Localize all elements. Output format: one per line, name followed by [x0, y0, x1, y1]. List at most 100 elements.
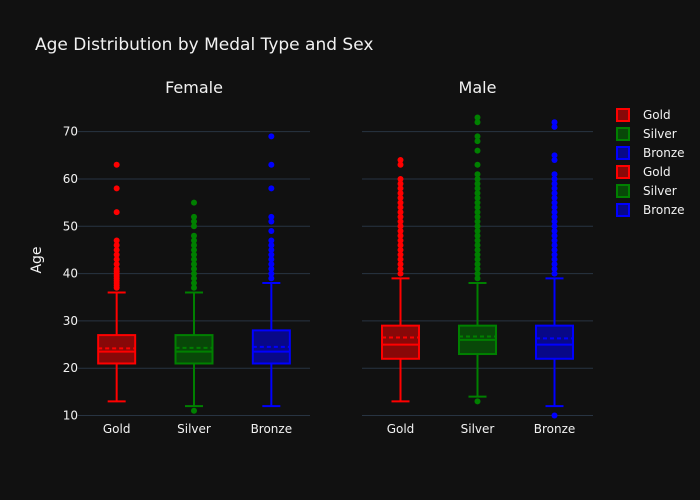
- y-tick-label: 10: [63, 409, 78, 423]
- outlier-point: [397, 209, 404, 216]
- outlier-point: [551, 412, 558, 419]
- legend-item-silver[interactable]: Silver: [616, 184, 677, 198]
- outlier-point: [551, 213, 558, 220]
- outlier-point: [551, 152, 558, 159]
- outlier-point: [551, 185, 558, 192]
- outlier-point: [268, 228, 275, 235]
- outlier-point: [551, 199, 558, 206]
- legend-swatch: [616, 165, 630, 179]
- outlier-point: [474, 114, 481, 121]
- outlier-point: [268, 265, 275, 272]
- legend-swatch: [616, 203, 630, 217]
- legend-item-bronze[interactable]: Bronze: [616, 203, 685, 217]
- outlier-point: [474, 251, 481, 258]
- outlier-point: [113, 242, 120, 249]
- legend-label: Gold: [643, 165, 671, 179]
- panel-title: Male: [459, 78, 497, 97]
- outlier-point: [113, 246, 120, 253]
- outlier-point: [551, 261, 558, 268]
- y-axis-label: Age: [29, 246, 45, 273]
- y-tick-label: 70: [63, 125, 78, 139]
- legend-label: Silver: [643, 127, 677, 141]
- outlier-point: [191, 213, 197, 220]
- outlier-point: [474, 275, 481, 282]
- box-bronze: [535, 119, 574, 419]
- outlier-point: [551, 157, 558, 164]
- outlier-point: [551, 180, 558, 187]
- outlier-point: [268, 270, 275, 277]
- outlier-point: [191, 275, 197, 282]
- outlier-point: [474, 133, 481, 140]
- box-silver: [458, 114, 497, 405]
- outlier-point: [397, 218, 404, 225]
- outlier-point: [397, 194, 404, 201]
- outlier-point: [397, 232, 404, 239]
- legend-swatch: [616, 108, 630, 122]
- outlier-point: [551, 223, 558, 230]
- x-tick-label: Silver: [461, 422, 495, 436]
- outlier-point: [551, 194, 558, 201]
- outlier-point: [551, 119, 558, 126]
- panel-male: Male Gold Silver Bronze: [362, 78, 593, 436]
- outlier-point: [113, 161, 120, 168]
- outlier-point: [474, 175, 481, 182]
- outlier-point: [191, 284, 197, 291]
- outlier-point: [474, 180, 481, 187]
- outlier-point: [551, 175, 558, 182]
- outlier-point: [397, 157, 404, 164]
- outlier-point: [551, 270, 558, 277]
- outlier-point: [268, 256, 275, 263]
- outlier-point: [268, 251, 275, 258]
- outlier-point: [551, 265, 558, 272]
- box-gold: [381, 157, 420, 403]
- outlier-point: [397, 204, 404, 211]
- outlier-point: [397, 180, 404, 187]
- outlier-point: [268, 213, 275, 220]
- legend-label: Bronze: [643, 146, 685, 160]
- outlier-point: [191, 407, 197, 414]
- legend-item-silver[interactable]: Silver: [616, 127, 677, 141]
- outlier-point: [113, 209, 120, 216]
- legend-swatch: [616, 127, 630, 141]
- outlier-point: [191, 246, 197, 253]
- outlier-point: [551, 232, 558, 239]
- legend-item-bronze[interactable]: Bronze: [616, 146, 685, 160]
- outlier-point: [191, 218, 197, 225]
- outlier-point: [268, 218, 275, 225]
- legend-item-gold[interactable]: Gold: [616, 108, 671, 122]
- legend-item-gold[interactable]: Gold: [616, 165, 671, 179]
- legend: Gold Silver Bronze Gold Silver Bronze: [616, 108, 685, 217]
- outlier-point: [474, 171, 481, 178]
- outlier-point: [268, 185, 275, 192]
- outlier-point: [551, 190, 558, 197]
- outlier-point: [474, 398, 481, 405]
- outlier-point: [474, 199, 481, 206]
- outlier-point: [474, 147, 481, 154]
- panel-female: 10 20 30 40 50 60 70 Female Gold Silver Bronze: [63, 78, 310, 436]
- iqr-box: [535, 324, 574, 360]
- outlier-point: [397, 265, 404, 272]
- y-tick-label: 20: [63, 361, 78, 375]
- outlier-point: [397, 175, 404, 182]
- outlier-point: [113, 265, 120, 272]
- outlier-point: [551, 218, 558, 225]
- outlier-point: [397, 251, 404, 258]
- outlier-point: [191, 261, 197, 268]
- outlier-point: [191, 251, 197, 258]
- outlier-point: [191, 237, 197, 244]
- outlier-point: [191, 223, 197, 230]
- legend-swatch: [616, 146, 630, 160]
- x-tick-label: Silver: [177, 422, 211, 436]
- outlier-point: [474, 256, 481, 263]
- outlier-point: [268, 161, 275, 168]
- outlier-point: [397, 223, 404, 230]
- outlier-point: [474, 218, 481, 225]
- outlier-point: [397, 261, 404, 268]
- outlier-point: [551, 209, 558, 216]
- outlier-point: [474, 138, 481, 145]
- outlier-point: [474, 190, 481, 197]
- outlier-point: [551, 251, 558, 258]
- legend-label: Gold: [643, 108, 671, 122]
- chart-title: Age Distribution by Medal Type and Sex: [35, 35, 373, 55]
